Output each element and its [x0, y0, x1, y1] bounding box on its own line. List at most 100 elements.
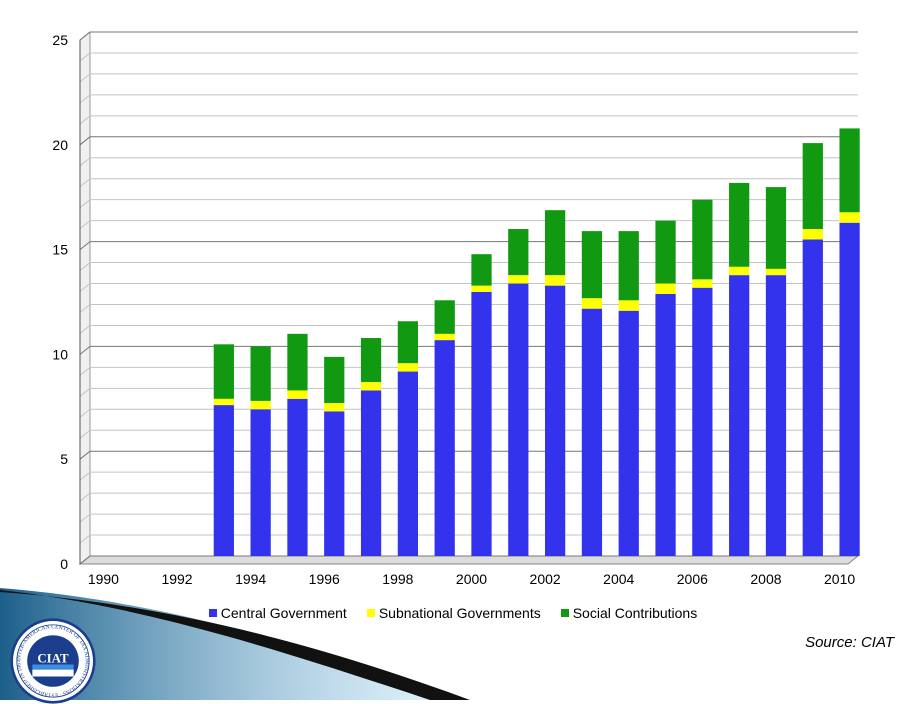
x-tick-label: 2004 [603, 571, 634, 587]
gridline-depth [79, 115, 91, 125]
bar-segment [397, 321, 419, 364]
x-tick-label: 1996 [309, 571, 340, 587]
bar-segment [213, 405, 234, 556]
chart-side-wall [79, 30, 91, 566]
bar-segment [471, 285, 492, 292]
y-tick-label: 20 [52, 137, 68, 153]
bar-segment [692, 199, 713, 280]
x-tick-label: 2000 [456, 571, 487, 587]
bar-segment [434, 300, 455, 334]
gridline-depth [79, 52, 91, 62]
y-tick-label: 0 [60, 556, 68, 572]
y-tick-label: 10 [52, 346, 68, 362]
legend-item: Central Government [208, 605, 347, 621]
bar-segment [581, 298, 603, 309]
y-axis-ticks: 0 5 10 15 20 25 [52, 32, 68, 572]
bar-segment [324, 402, 345, 412]
bar-segment [287, 333, 308, 391]
legend-item: Social Contributions [560, 605, 698, 621]
bar-segment [360, 338, 382, 383]
bar-segment [729, 275, 750, 556]
bar-segment [287, 390, 308, 399]
bar-segment [765, 187, 787, 269]
x-axis-ticks: 1990 1992 1994 1996 1998 2000 2002 2004 2006 2008… [88, 571, 856, 587]
gridline-depth [79, 157, 91, 167]
gridline-depth [79, 366, 91, 376]
gridline-depth [79, 31, 91, 41]
bar-segment [544, 285, 566, 556]
legend-item: Subnational Governments [366, 605, 541, 621]
bar-segment [765, 268, 787, 276]
legend-label: Central Government [220, 605, 347, 621]
x-tick-label: 1992 [161, 571, 192, 587]
bar-segment [324, 411, 345, 556]
bar-segment [397, 363, 419, 372]
gridline-depth [79, 387, 91, 397]
source-note: Source: CIAT [805, 634, 894, 651]
gridline-depth [79, 492, 91, 502]
bar-segment [324, 356, 345, 403]
bar-segment [692, 287, 713, 556]
legend-swatch [208, 609, 217, 617]
gridline-depth [79, 262, 91, 271]
bar-segment [802, 229, 823, 240]
bar-segment [250, 346, 271, 401]
x-tick-label: 2010 [824, 571, 855, 587]
x-tick-label: 1990 [88, 571, 119, 587]
gridline-depth [79, 471, 91, 481]
gridline-depth [79, 346, 91, 355]
gridline-depth [79, 304, 91, 313]
bar-segment [839, 128, 860, 213]
ciat-logo: INTER-AMERICAN CENTER OF TAX ADMINISTRAT… [10, 618, 96, 704]
bar-segment [655, 294, 676, 556]
gridline-depth [79, 283, 91, 292]
legend-label: Social Contributions [572, 605, 698, 621]
bar-segment [508, 283, 529, 556]
bar-segment [581, 308, 603, 556]
stacked-bar-chart: 0 5 10 15 20 25 1990 1992 1994 1996 1998 2000 2002 2… [52, 30, 860, 587]
y-tick-label: 5 [60, 451, 68, 467]
bar-segment [729, 266, 750, 276]
gridline-depth [79, 555, 91, 565]
chart-legend: Central Government Subnational Government… [0, 604, 906, 621]
gridline-depth [79, 429, 91, 439]
bar-segment [250, 400, 271, 410]
bar-segment [250, 409, 271, 556]
gridline-depth [79, 513, 91, 523]
gridline-depth [79, 73, 91, 83]
bar-segment [581, 231, 603, 299]
x-tick-label: 1998 [382, 571, 413, 587]
gridline-depth [79, 408, 91, 418]
bar-segment [287, 398, 308, 556]
gridline-depth [79, 534, 91, 544]
chart-bars [213, 128, 860, 556]
bar-segment [213, 398, 234, 406]
bar-segment [765, 275, 787, 556]
bar-segment [655, 220, 676, 284]
bar-segment [729, 182, 750, 267]
bar-segment [434, 333, 455, 341]
bar-segment [655, 283, 676, 294]
legend-swatch [560, 609, 569, 617]
bar-segment [360, 382, 382, 391]
y-tick-label: 15 [52, 242, 68, 258]
bar-segment [839, 212, 860, 223]
bar-segment [471, 254, 492, 286]
gridline-depth [79, 199, 91, 209]
legend-label: Subnational Governments [378, 605, 541, 621]
legend-swatch [366, 609, 375, 617]
bar-segment [508, 229, 529, 276]
gridline-depth [79, 136, 91, 146]
x-tick-label: 2006 [677, 571, 708, 587]
bar-segment [544, 275, 566, 286]
bar-segment [471, 291, 492, 556]
bar-segment [213, 344, 234, 399]
bar-segment [692, 279, 713, 288]
bar-segment [434, 340, 455, 556]
bar-segment [508, 275, 529, 284]
bar-segment [802, 143, 823, 230]
bar-segment [618, 300, 639, 311]
x-tick-label: 2002 [530, 571, 561, 587]
x-tick-label: 2008 [750, 571, 781, 587]
gridline-depth [79, 178, 91, 188]
